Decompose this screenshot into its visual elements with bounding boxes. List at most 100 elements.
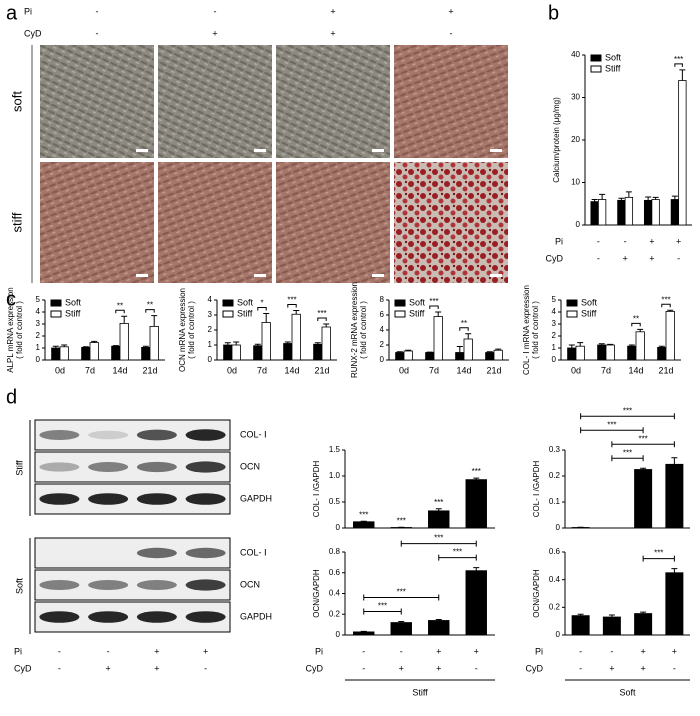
y-tick-label: 6	[380, 310, 385, 319]
legend-swatch	[222, 299, 234, 307]
y-tick-label: 0	[552, 355, 557, 364]
error-bar	[284, 341, 291, 344]
condition-sign: -	[96, 28, 99, 38]
significance-bracket	[580, 427, 644, 434]
error-bar	[435, 311, 442, 317]
bar	[634, 469, 653, 529]
blot-band	[39, 580, 80, 590]
significance-bracket	[631, 322, 641, 327]
significance-label: ***	[359, 510, 368, 519]
condition-label: Pi	[555, 236, 563, 246]
bar	[602, 616, 621, 636]
bar	[678, 80, 687, 226]
error-bar	[591, 199, 598, 202]
legend-label: Stiff	[605, 63, 621, 73]
bar	[665, 310, 675, 361]
row-label: stiff	[9, 212, 24, 232]
y-tick-label: 0.4	[329, 589, 341, 598]
condition-label: Pi	[535, 646, 543, 656]
bar	[635, 331, 645, 361]
x-tick-label: 14d	[456, 365, 471, 375]
panel-label: d	[6, 386, 17, 408]
error-bar	[473, 567, 480, 571]
condition-sign: -	[673, 663, 676, 673]
error-bar	[618, 197, 625, 201]
bar	[395, 352, 405, 361]
significance-label: ***	[638, 434, 647, 443]
bar	[665, 463, 684, 529]
error-bar	[360, 630, 367, 632]
significance-label: ***	[397, 588, 406, 597]
error-bar	[398, 621, 405, 623]
y-tick-label: 5	[552, 295, 557, 304]
scale-bar	[490, 274, 502, 277]
y-tick-label: 2	[380, 340, 385, 349]
y-tick-label: 1	[552, 343, 557, 352]
error-bar	[233, 341, 240, 345]
error-bar	[607, 343, 614, 345]
bar	[149, 325, 159, 361]
legend-swatch	[222, 310, 234, 318]
significance-label: ***	[607, 420, 616, 429]
condition-sign: +	[154, 663, 159, 673]
bar	[665, 572, 684, 636]
significance-label: ***	[674, 55, 683, 64]
significance-bracket	[429, 305, 439, 309]
bar	[597, 199, 607, 226]
bar	[575, 345, 585, 361]
band-label: OCN	[240, 579, 260, 589]
y-tick-label: 10	[571, 178, 580, 187]
x-tick-label: 0d	[227, 365, 237, 375]
significance-label: ***	[623, 406, 632, 415]
error-bar	[121, 315, 128, 324]
blot-band	[88, 430, 129, 440]
y-tick-label: 5	[36, 295, 41, 304]
blot-band	[88, 580, 129, 590]
x-tick-label: 7d	[85, 365, 95, 375]
micrograph	[394, 45, 508, 158]
condition-sign: +	[649, 253, 654, 263]
y-axis-label: ALPL mRNA expression	[6, 287, 15, 373]
micrograph	[276, 45, 390, 158]
condition-label: Pi	[315, 646, 323, 656]
significance-bracket	[287, 304, 297, 308]
condition-sign: -	[597, 236, 600, 246]
significance-bracket	[145, 309, 155, 313]
y-tick-label: 8	[380, 295, 385, 304]
condition-sign: -	[597, 253, 600, 263]
significance-bracket	[317, 317, 327, 321]
condition-label: Pi	[14, 646, 22, 656]
x-tick-label: 21d	[142, 365, 157, 375]
blot-band	[136, 429, 177, 441]
significance-label: **	[633, 315, 639, 324]
y-tick-label: 0	[380, 355, 385, 364]
y-tick-label: 0	[336, 523, 341, 532]
significance-bracket	[611, 441, 675, 448]
error-bar	[52, 345, 59, 348]
error-bar	[465, 333, 472, 339]
error-bar	[323, 323, 330, 327]
x-tick-label: 14d	[284, 365, 299, 375]
band-label: OCN	[240, 461, 260, 471]
bar	[231, 344, 241, 361]
condition-sign: +	[203, 646, 208, 656]
y-axis-label: OCN mRNA expression	[178, 288, 187, 372]
condition-sign: +	[676, 236, 681, 246]
y-axis-label: ( fold of control )	[15, 301, 24, 359]
y-tick-label: 0	[556, 630, 561, 639]
panel-label: c	[6, 288, 16, 310]
y-tick-label: 3	[208, 310, 213, 319]
condition-sign: -	[58, 646, 61, 656]
legend-label: Soft	[237, 297, 254, 307]
legend-label: Stiff	[237, 308, 253, 318]
y-tick-label: 3	[552, 319, 557, 328]
bar	[465, 479, 487, 529]
y-tick-label: 0.6	[329, 568, 341, 577]
significance-label: ***	[287, 296, 296, 305]
significance-label: ***	[623, 448, 632, 457]
y-axis-label: COL- Ⅰ /GAPDH	[312, 460, 321, 517]
significance-label: ***	[654, 549, 663, 558]
significance-label: **	[461, 319, 467, 328]
error-bar	[435, 508, 442, 511]
